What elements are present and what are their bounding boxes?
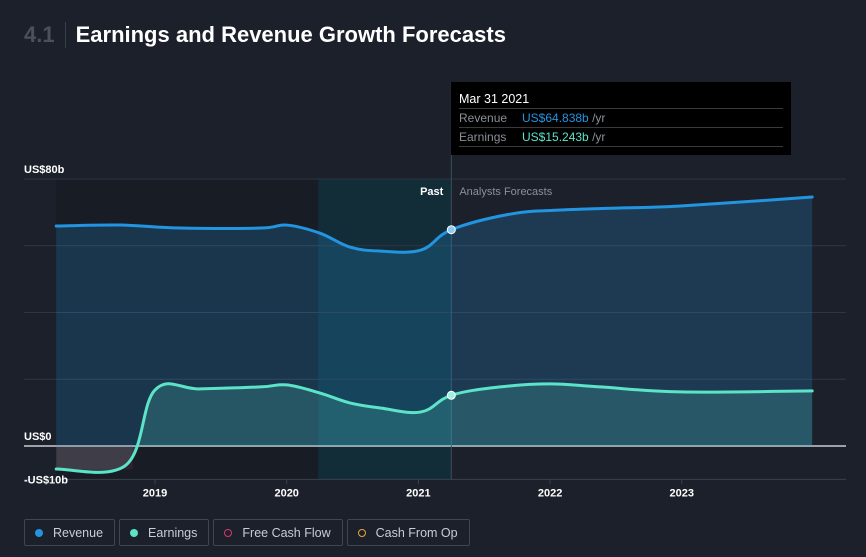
- tooltip: Mar 31 2021 Revenue US$64.838b /yr Earni…: [451, 82, 791, 155]
- revenue-dot-icon: [35, 528, 43, 537]
- y-tick-label: US$0: [24, 431, 52, 443]
- legend-label: Cash From Op: [375, 525, 458, 540]
- legend-label: Revenue: [53, 525, 104, 540]
- tooltip-value: US$64.838b: [522, 111, 589, 125]
- tooltip-unit: /yr: [588, 111, 606, 125]
- page-title: Earnings and Revenue Growth Forecasts: [75, 22, 506, 47]
- tooltip-unit: /yr: [588, 130, 606, 144]
- earnings-marker: [446, 390, 456, 400]
- header: 4.1 Earnings and Revenue Growth Forecast…: [24, 20, 506, 50]
- tooltip-label: Revenue: [459, 111, 508, 125]
- revenue-line: [54, 195, 814, 254]
- forecast-label: Analysts Forecasts: [459, 186, 552, 198]
- revenue-marker: [446, 225, 456, 235]
- section-number: 4.1: [24, 22, 66, 48]
- tooltip-value-wrap: US$15.243b /yr: [522, 128, 605, 146]
- tooltip-value-wrap: US$64.838b /yr: [522, 109, 605, 127]
- tooltip-date: Mar 31 2021: [459, 92, 530, 106]
- tooltip-earnings-row: Earnings US$15.243b /yr: [459, 127, 783, 147]
- legend-label: Earnings: [148, 525, 198, 540]
- cfo-circle-icon: [357, 528, 366, 537]
- earnings-line: [54, 382, 814, 474]
- past-highlight: [318, 179, 452, 480]
- negative-earnings-area: [56, 446, 133, 470]
- legend-cash-from-op[interactable]: Cash From Op: [346, 519, 470, 546]
- x-tick-label: 2020: [274, 487, 298, 499]
- tooltip-revenue-row: Revenue US$64.838b /yr: [459, 108, 783, 127]
- earnings-dot-icon: [130, 528, 139, 537]
- past-label: Past: [420, 186, 444, 198]
- x-tick-label: 2019: [143, 487, 167, 499]
- legend-earnings[interactable]: Earnings: [119, 519, 210, 546]
- tooltip-label: Earnings: [459, 130, 507, 144]
- tooltip-value: US$15.243b: [522, 130, 589, 144]
- legend-revenue[interactable]: Revenue: [24, 519, 116, 546]
- legend-label: Free Cash Flow: [242, 525, 331, 540]
- x-tick-label: 2022: [538, 487, 562, 499]
- legend: Revenue Earnings Free Cash Flow Cash Fro…: [24, 519, 470, 546]
- y-tick-label: US$80b: [24, 164, 65, 176]
- legend-free-cash-flow[interactable]: Free Cash Flow: [213, 519, 343, 546]
- x-tick-label: 2023: [670, 487, 694, 499]
- revenue-area: [56, 197, 813, 446]
- earnings-area: [56, 383, 813, 473]
- fcf-circle-icon: [224, 528, 233, 537]
- x-tick-label: 2021: [406, 487, 430, 499]
- y-tick-label: -US$10b: [24, 474, 68, 486]
